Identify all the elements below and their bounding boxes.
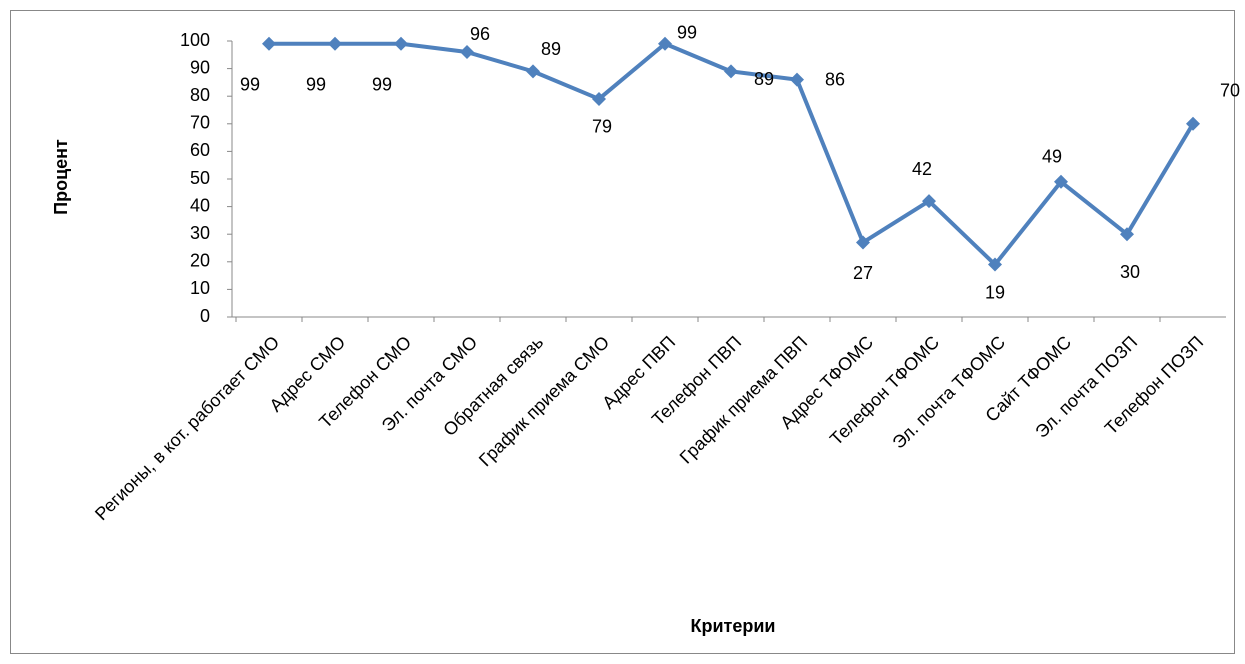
y-tick-label: 20 [190,251,210,271]
y-tick-label: 0 [200,306,210,326]
data-label: 49 [1042,147,1062,167]
x-axis-title: Критерии [691,616,776,636]
data-point [922,194,936,209]
y-tick-label: 30 [190,223,210,243]
data-point [328,36,342,51]
data-label: 89 [754,69,774,89]
data-label: 70 [1220,81,1240,101]
data-point [790,72,804,87]
data-label: 42 [912,159,932,179]
data-point [1054,174,1068,189]
y-tick-label: 40 [190,195,210,215]
data-point [460,45,474,60]
y-axis-title: Процент [51,139,71,215]
x-tick-label: Регионы, в кот. работает СМО [91,332,283,524]
data-point [1186,116,1200,131]
data-label: 99 [677,23,697,43]
data-label: 27 [853,263,873,283]
x-tick-label: Эл. почта ТФОМС [888,332,1009,453]
y-tick-label: 60 [190,140,210,160]
data-point [1120,227,1134,242]
data-label: 79 [592,117,612,137]
y-tick-label: 100 [180,30,210,50]
data-label: 86 [825,69,845,89]
data-point [526,64,540,79]
data-label: 19 [985,282,1005,302]
data-label: 30 [1120,262,1140,282]
y-tick-label: 80 [190,85,210,105]
y-tick-label: 90 [190,57,210,77]
data-point [394,36,408,51]
data-point [856,235,870,250]
y-tick-label: 10 [190,278,210,298]
data-label: 96 [470,24,490,44]
y-tick-label: 50 [190,168,210,188]
x-tick-label: Телефон ТФОМС [826,332,943,449]
data-label: 99 [240,75,260,95]
data-point [988,257,1002,272]
data-point [262,36,276,51]
y-tick-label: 70 [190,113,210,133]
data-point [724,64,738,79]
x-tick-label: График приема ПВП [676,332,811,467]
data-label: 89 [541,39,561,59]
data-label: 99 [306,75,326,95]
data-label: 99 [372,75,392,95]
chart-frame [10,10,1235,654]
x-tick-label: График приема СМО [475,332,613,470]
data-point [592,91,606,106]
data-point [658,36,672,51]
